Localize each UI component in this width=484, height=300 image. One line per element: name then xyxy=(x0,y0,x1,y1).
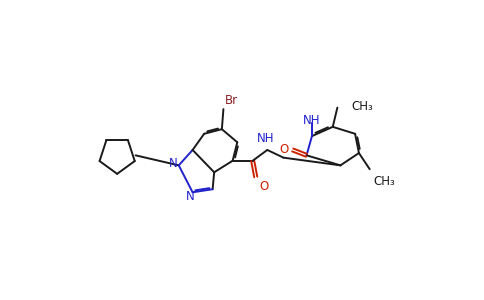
Text: NH: NH xyxy=(303,114,321,127)
Text: CH₃: CH₃ xyxy=(374,176,395,188)
Text: N: N xyxy=(186,190,195,203)
Text: O: O xyxy=(259,180,269,193)
Text: N: N xyxy=(169,157,178,170)
Text: NH: NH xyxy=(257,132,274,145)
Text: Br: Br xyxy=(225,94,238,107)
Text: O: O xyxy=(280,143,289,157)
Text: CH₃: CH₃ xyxy=(351,100,373,113)
